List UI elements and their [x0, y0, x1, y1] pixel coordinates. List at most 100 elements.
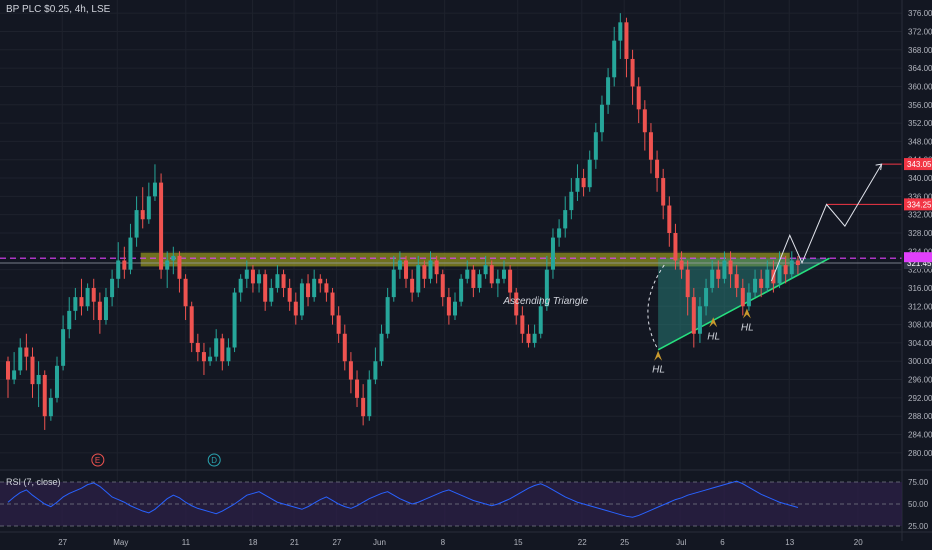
price-axis-tick-label: 348.00	[908, 137, 932, 146]
candle-body	[416, 265, 421, 293]
candle-body	[36, 374, 41, 385]
candle-body	[195, 342, 200, 353]
hl-arrow-icon	[742, 308, 751, 319]
candle-body	[636, 86, 641, 110]
candle-body	[471, 269, 476, 288]
candle-body	[716, 269, 721, 279]
candle-body	[765, 269, 770, 288]
candle-body	[453, 301, 457, 316]
candle-body	[514, 292, 519, 316]
candle-body	[532, 333, 537, 343]
time-axis-tick-label: 20	[854, 538, 863, 547]
candle-body	[226, 347, 231, 362]
candle-body	[655, 159, 660, 179]
candle-body	[520, 315, 525, 334]
candle-body	[587, 159, 592, 188]
candle-body	[257, 274, 262, 284]
candle-body	[336, 315, 341, 334]
price-axis-tick-label: 296.00	[908, 376, 932, 385]
event-marker-e[interactable]	[91, 453, 105, 467]
time-axis-tick-label: 15	[514, 538, 523, 547]
price-axis-tick-label: 300.00	[908, 357, 932, 366]
candle-body	[397, 260, 402, 270]
candle-body	[740, 287, 745, 307]
candle-body	[795, 260, 800, 266]
candle-body	[630, 58, 635, 87]
dashed-level-tag	[904, 252, 932, 263]
price-axis-tick-label: 356.00	[908, 101, 932, 110]
candle-body	[557, 228, 562, 238]
candle-body	[697, 306, 702, 334]
candle-body	[134, 210, 139, 238]
candle-body	[140, 210, 145, 220]
candle-body	[477, 274, 482, 288]
rsi-axis-label: 25.00	[908, 522, 929, 531]
time-axis-tick-label: 11	[182, 538, 191, 547]
candle-body	[110, 278, 115, 298]
event-marker-d[interactable]	[207, 453, 221, 467]
candle-body	[550, 237, 555, 270]
candle-body	[459, 278, 464, 302]
candle-body	[501, 269, 506, 279]
hl-label: HL	[741, 323, 754, 334]
candle-body	[312, 278, 317, 298]
candle-body	[361, 397, 366, 417]
time-axis-tick-label: 25	[620, 538, 629, 547]
candle-body	[220, 338, 225, 362]
candle-body	[489, 265, 494, 284]
price-axis-tick-label: 304.00	[908, 339, 932, 348]
price-axis-tick-label: 328.00	[908, 229, 932, 238]
candle-body	[581, 178, 586, 188]
candle-body	[293, 301, 298, 316]
candle-body	[428, 260, 433, 279]
candle-body	[67, 310, 72, 330]
time-axis-tick-label: 6	[720, 538, 725, 547]
candle-body	[648, 132, 653, 160]
candle-body	[783, 265, 788, 275]
candle-body	[673, 233, 678, 261]
candle-body	[250, 269, 255, 284]
candle-body	[116, 260, 121, 279]
candle-body	[275, 274, 280, 288]
price-axis-tick-label: 372.00	[908, 27, 932, 36]
price-axis-tick-label: 336.00	[908, 192, 932, 201]
price-tag-label: 321.45	[907, 259, 932, 268]
projection-arrow-head	[875, 163, 883, 171]
price-axis-tick-label: 308.00	[908, 321, 932, 330]
candle-body	[379, 333, 384, 362]
hl-arrow-icon	[654, 350, 663, 361]
time-axis-tick-label: May	[113, 538, 128, 547]
candle-body	[544, 269, 549, 307]
candle-body	[404, 260, 409, 279]
price-axis-tick-label: 332.00	[908, 211, 932, 220]
candle-body	[704, 287, 709, 307]
candle-body	[355, 379, 360, 398]
time-axis-tick-label: 18	[249, 538, 258, 547]
price-axis-tick-label: 288.00	[908, 412, 932, 421]
candle-body	[618, 22, 623, 41]
price-axis-tick-label: 340.00	[908, 174, 932, 183]
candle-body	[789, 260, 794, 275]
candle-body	[722, 260, 727, 279]
candle-body	[128, 237, 133, 270]
hl-label: HL	[652, 365, 665, 376]
price-axis-tick-label: 376.00	[908, 9, 932, 18]
candle-body	[73, 297, 78, 311]
candle-body	[367, 379, 372, 417]
candle-body	[18, 347, 23, 371]
candle-body	[238, 278, 243, 293]
candle-body	[728, 260, 733, 275]
candle-body	[54, 365, 59, 398]
candle-body	[538, 306, 543, 334]
candle-body	[91, 287, 96, 302]
candle-body	[385, 297, 390, 334]
candle-body	[483, 265, 488, 275]
candle-body	[281, 274, 286, 288]
price-axis-tick-label: 312.00	[908, 302, 932, 311]
candle-body	[6, 361, 10, 380]
candle-body	[612, 40, 617, 78]
candle-body	[189, 306, 194, 343]
candle-body	[330, 292, 335, 316]
